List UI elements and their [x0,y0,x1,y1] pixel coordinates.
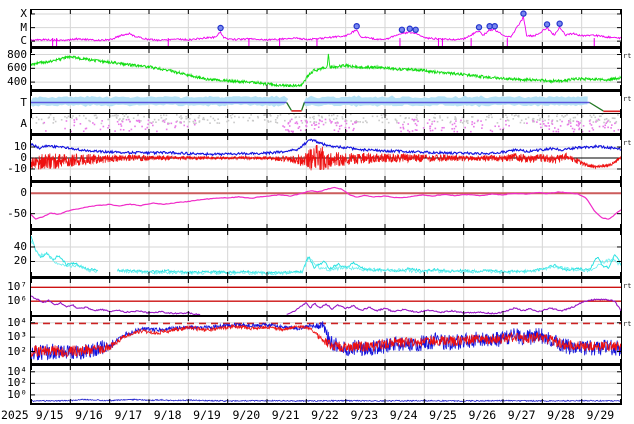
series-temp-band [302,95,588,108]
panel-dst [31,183,621,231]
flare-marker [491,23,498,30]
right-source-label: rt [623,52,632,60]
y-tick-label-bfield: 0 [20,151,27,164]
x-axis-date-label: 9/24 [389,408,418,422]
right-source-label: rt [623,95,632,103]
y-tick-label-low: 10⁰ [7,387,27,401]
x-axis-date-label: 9/23 [350,408,379,422]
series-electron-flux [31,295,201,315]
series-wind-speed [31,53,621,88]
y-tick-label-bfield: 10 [13,140,27,153]
y-tick-label-xray: M [20,20,27,34]
series-dst-index [31,186,621,220]
x-axis-date-label: 9/26 [468,408,497,422]
flare-marker [217,24,224,32]
flare-marker [556,20,563,27]
x-axis-date-label: 9/25 [429,408,457,422]
y-tick-label-xray: X [20,6,27,20]
right-source-label: rt [623,282,632,290]
series-xray-flux [31,16,621,42]
flare-marker [520,10,527,17]
y-tick-label-electrons: 10⁶ [7,294,27,308]
panel-density [31,231,621,279]
y-tick-label-speed: 400 [7,75,27,89]
y-tick-label-speed: 800 [7,47,27,61]
series-bt [31,138,621,157]
panel-electrons [31,279,621,317]
series-density-b [117,256,621,276]
series-electron-flux [286,298,621,315]
y-tick-label-protons: 10⁴ [7,315,27,329]
y-tick-label-temp: T [20,95,27,109]
y-tick-label-xray: C [20,34,27,48]
x-axis-date-label: 9/20 [232,408,261,422]
flare-marker [543,21,551,28]
series-temp-dip-green [300,102,305,111]
series-density-a [117,254,621,275]
x-axis-date-label: 9/17 [114,408,143,422]
series-proton-red [31,323,621,358]
x-axis-date-label: 9/16 [75,408,103,422]
series-temp-dip-green [589,101,604,112]
alpha-gray-dots [31,114,619,125]
flare-marker [475,24,483,31]
y-tick-label-low: 10⁴ [7,364,27,378]
y-tick-label-bfield: -10 [7,162,27,175]
flare-marker [406,25,413,32]
y-tick-label-low: 10² [7,376,27,390]
y-tick-label-alpha: A [20,116,27,130]
x-axis-date-label: 9/21 [271,408,300,422]
panel-protons [31,317,621,366]
x-axis-date-label: 9/22 [311,408,339,422]
y-tick-label-density: 20 [13,254,27,268]
panel-speed [31,49,621,92]
flare-marker [486,23,493,30]
flare-marker [353,23,360,30]
series-density-b [31,240,98,274]
series-temp-dip-green [286,102,292,111]
panel-xray [31,10,621,49]
right-source-label: rt [623,139,632,147]
plot-area [30,9,622,405]
panel-alpha [31,114,621,136]
y-tick-label-protons: 10² [7,344,27,358]
flare-marker [398,26,406,33]
y-tick-label-density: 40 [13,239,27,253]
x-axis-year-label: 2025 [1,408,29,422]
y-tick-label-dst: 0 [20,186,27,200]
alpha-violet-dots [43,118,620,133]
x-axis-date-label: 9/15 [35,408,64,422]
panel-bfield [31,136,621,183]
panel-low [31,366,621,405]
series-low-flux [31,398,621,403]
y-tick-label-speed: 600 [7,61,27,75]
x-axis-date-label: 9/28 [547,408,575,422]
y-tick-label-protons: 10³ [7,330,27,344]
x-axis-date-label: 9/27 [507,408,536,422]
right-source-label: rt [623,320,632,328]
panel-temp [31,92,621,114]
series-bz [31,144,621,171]
y-tick-label-electrons: 10⁷ [7,280,27,294]
y-tick-label-dst: -50 [7,206,27,220]
flare-marker [412,26,419,33]
x-axis-date-label: 9/29 [586,408,615,422]
x-axis-date-label: 9/18 [153,408,182,422]
x-axis-date-label: 9/19 [193,408,221,422]
series-temp-band [31,95,289,108]
